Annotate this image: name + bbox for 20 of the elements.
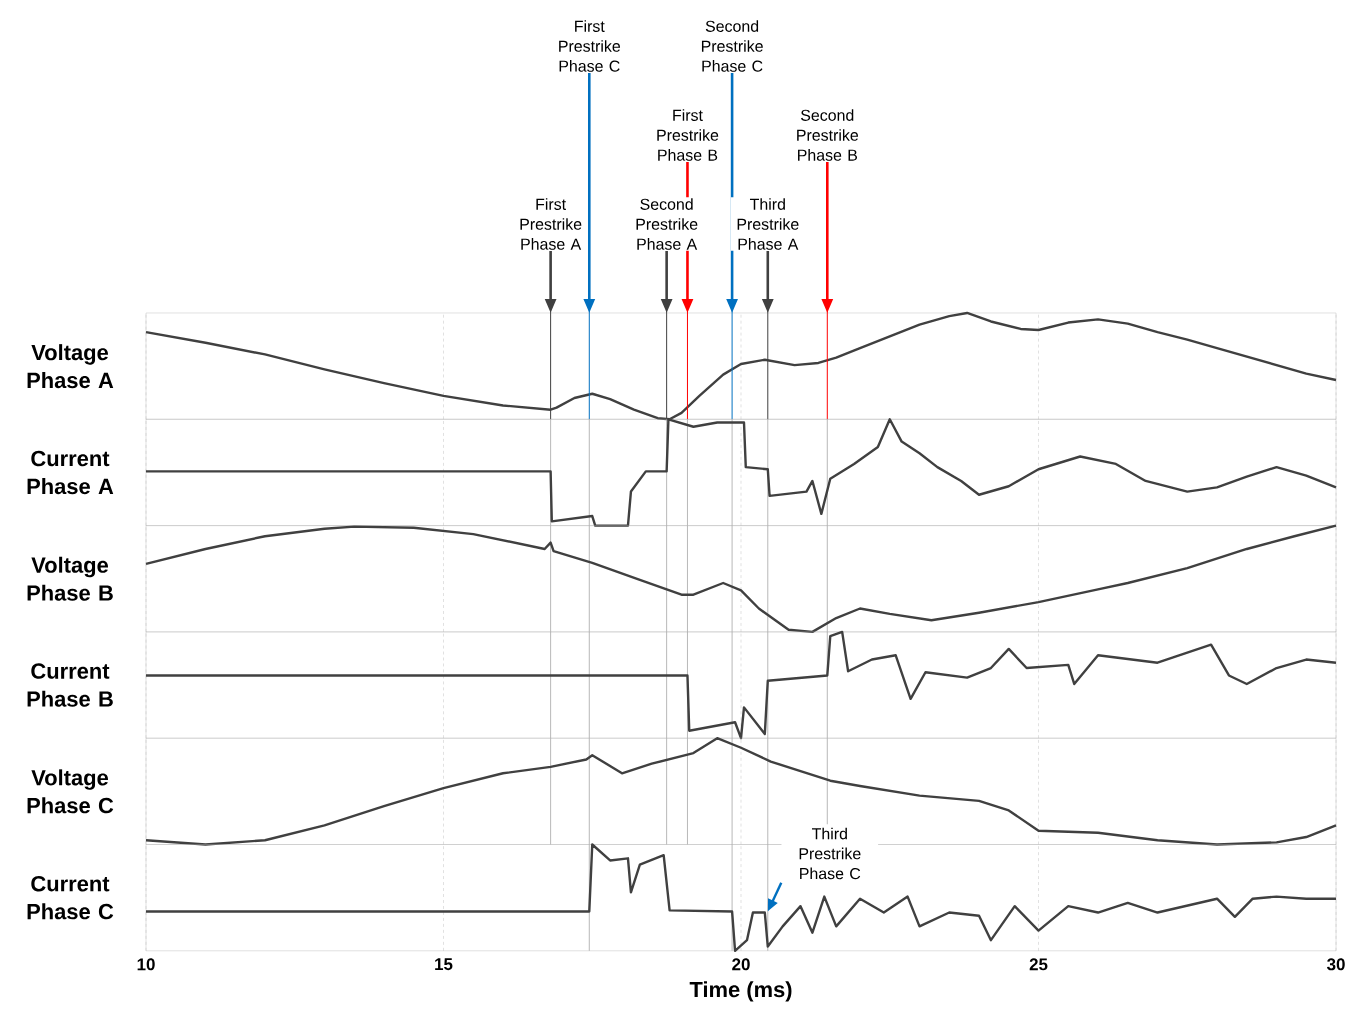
ref-line-label: First Prestrike Phase C — [559, 20, 621, 72]
x-tick-label: 15 — [435, 958, 453, 971]
annotation: Third Prestrike Phase C — [799, 827, 861, 880]
x-tick-label: 30 — [1327, 958, 1345, 971]
x-axis-title: Time (ms) — [689, 981, 792, 1002]
ref-line-label: First Prestrike Phase A — [520, 198, 582, 250]
ref-line-label: Second Prestrike Phase A — [636, 198, 698, 250]
ref-line-label: Third Prestrike Phase A — [737, 198, 799, 250]
y-axis-title: Voltage Phase C — [27, 769, 114, 814]
ref-line-label: Second Prestrike Phase C — [701, 20, 763, 72]
x-tick-label: 20 — [732, 958, 750, 971]
y-axis-title: Current Phase B — [27, 663, 113, 707]
x-tick-label: 10 — [137, 958, 155, 971]
y-axis-title: Voltage Phase B — [27, 556, 113, 601]
y-axis-title: Voltage Phase A — [27, 344, 114, 389]
ref-line-label: First Prestrike Phase B — [657, 109, 719, 161]
y-axis-title: Current Phase A — [27, 450, 114, 495]
y-axis-title: Current Phase C — [27, 875, 114, 920]
x-tick-label: 25 — [1029, 958, 1048, 971]
ref-line-label: Second Prestrike Phase B — [797, 109, 859, 161]
